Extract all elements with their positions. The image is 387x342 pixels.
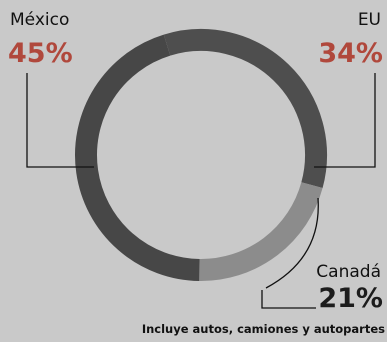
label-name-mexico: México bbox=[10, 10, 69, 30]
leader-line-mexico bbox=[26, 73, 94, 168]
slice-mexico bbox=[75, 34, 200, 281]
chart-note: Incluye autos, camiones y autopartes bbox=[142, 322, 385, 336]
leader-line-eu bbox=[314, 73, 376, 168]
label-name-eu: EU bbox=[358, 10, 381, 30]
slice-eu bbox=[163, 29, 327, 189]
leader-line-canada-tail bbox=[261, 290, 316, 309]
label-value-eu: 34% bbox=[318, 38, 383, 69]
label-value-canada: 21% bbox=[318, 283, 383, 314]
label-value-mexico: 45% bbox=[8, 38, 73, 69]
donut-slices bbox=[75, 29, 327, 281]
leader-line-canada bbox=[265, 197, 319, 289]
label-name-canada: Canadá bbox=[316, 262, 381, 282]
slice-canada bbox=[199, 182, 323, 281]
